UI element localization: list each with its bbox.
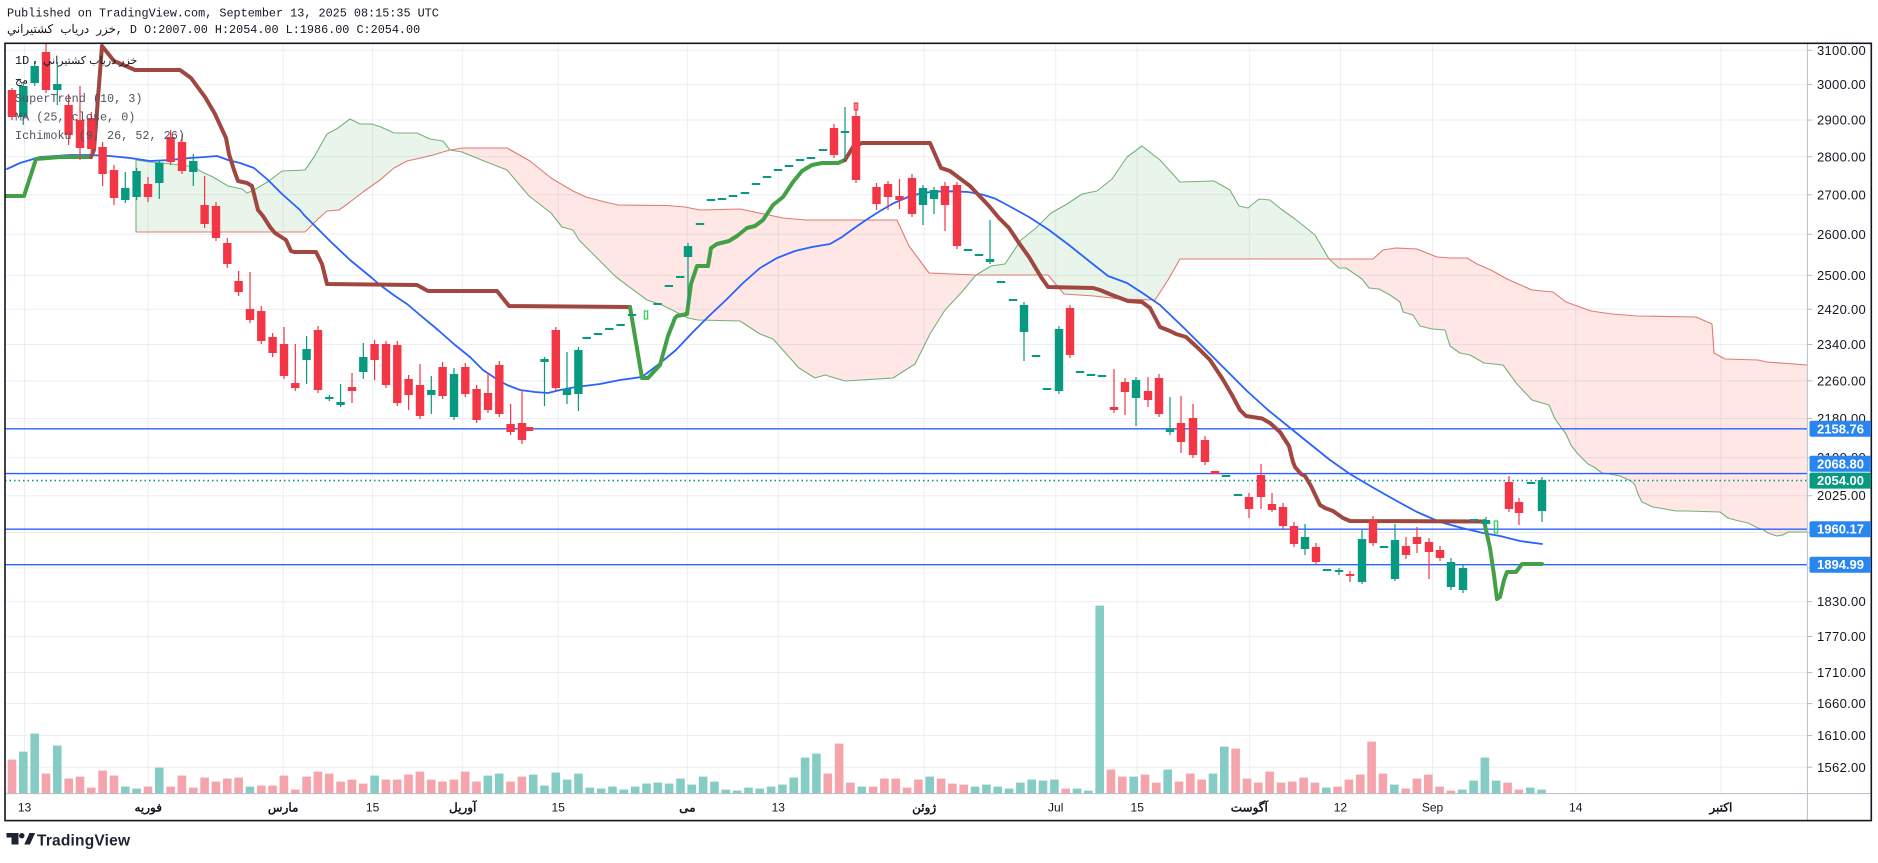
svg-text:1960.17: 1960.17 [1817, 522, 1864, 537]
svg-text:مارس: مارس [268, 801, 299, 816]
svg-text:Sep: Sep [1422, 801, 1444, 815]
svg-text:مج: مج [15, 75, 28, 87]
svg-text:آوریل: آوریل [449, 799, 478, 816]
svg-text:14: 14 [1569, 801, 1583, 815]
svg-text:2340.00: 2340.00 [1817, 337, 1866, 352]
svg-text:15: 15 [552, 801, 566, 815]
svg-text:Ichimoku (9, 26, 52, 26): Ichimoku (9, 26, 52, 26) [15, 129, 185, 143]
svg-text:خزر درياب كشتيراني: خزر درياب كشتيراني [43, 55, 137, 67]
svg-text:13: 13 [18, 801, 32, 815]
svg-text:2800.00: 2800.00 [1817, 149, 1866, 164]
svg-text:1562.00: 1562.00 [1817, 760, 1866, 775]
svg-text:2025.00: 2025.00 [1817, 488, 1866, 503]
svg-text:2500.00: 2500.00 [1817, 268, 1866, 283]
svg-text:1710.00: 1710.00 [1817, 665, 1866, 680]
svg-text:2900.00: 2900.00 [1817, 113, 1866, 128]
svg-text:‎خزر درياب كشتيراني, D O:2007.: ‎خزر درياب كشتيراني, D O:2007.00 H:2054.… [7, 23, 420, 37]
svg-text:،: ، [33, 54, 37, 68]
svg-text:Jul: Jul [1048, 801, 1063, 815]
svg-text:می: می [679, 801, 695, 815]
svg-text:3000.00: 3000.00 [1817, 77, 1866, 92]
svg-text:13: 13 [772, 801, 786, 815]
svg-text:ژوئن: ژوئن [912, 801, 936, 816]
svg-text:1894.99: 1894.99 [1817, 557, 1864, 572]
svg-text:SuperTrend (10, 3): SuperTrend (10, 3) [15, 92, 142, 106]
svg-text:1770.00: 1770.00 [1817, 629, 1866, 644]
svg-text:TradingView: TradingView [37, 833, 131, 850]
svg-text:MA (25, close, 0): MA (25, close, 0) [15, 111, 135, 125]
svg-text:2420.00: 2420.00 [1817, 302, 1866, 317]
svg-text:2068.80: 2068.80 [1817, 456, 1864, 471]
svg-text:1660.00: 1660.00 [1817, 696, 1866, 711]
svg-text:2600.00: 2600.00 [1817, 227, 1866, 242]
svg-text:Published on TradingView.com,: Published on TradingView.com, September … [7, 7, 439, 21]
svg-text:فوریه: فوریه [134, 801, 162, 816]
svg-text:اکتبر: اکتبر [1708, 801, 1732, 816]
svg-text:آگوست: آگوست [1231, 799, 1270, 816]
svg-text:3100.00: 3100.00 [1817, 43, 1866, 58]
svg-text:1610.00: 1610.00 [1817, 728, 1866, 743]
svg-text:2260.00: 2260.00 [1817, 373, 1866, 388]
svg-text:2054.00: 2054.00 [1817, 473, 1864, 488]
svg-text:12: 12 [1334, 801, 1348, 815]
svg-text:2700.00: 2700.00 [1817, 187, 1866, 202]
svg-text:15: 15 [1131, 801, 1145, 815]
svg-text:15: 15 [366, 801, 380, 815]
svg-text:2158.76: 2158.76 [1817, 421, 1864, 436]
svg-text:1830.00: 1830.00 [1817, 594, 1866, 609]
svg-text:1D: 1D [15, 54, 29, 68]
